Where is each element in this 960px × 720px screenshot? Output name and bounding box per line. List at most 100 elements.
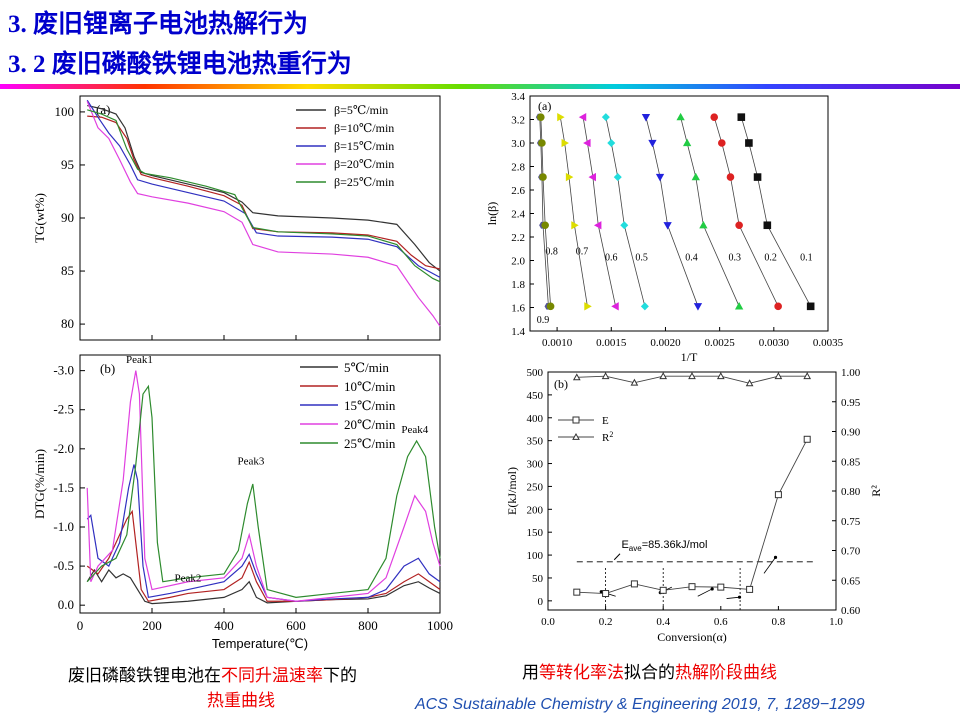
ea-xtick-label: 0.4 [656,616,670,628]
ea-xtick-label: 1.0 [829,616,843,628]
ea-y2tick-label: 0.75 [841,516,861,528]
kas-point [557,113,565,122]
ea-y2tick-label: 0.90 [841,427,861,439]
ea-point [688,583,696,591]
kas-point [735,221,743,230]
dtg-ytick-label: -3.0 [53,363,74,378]
kas-ytick-label: 1.6 [511,303,525,315]
ea-arrow [763,557,776,574]
kas-point [584,302,592,311]
kas-xlabel: 1/T [681,350,698,364]
kas-ytick-label: 2.4 [511,209,525,221]
caption-left-text1: 废旧磷酸铁锂电池在 [68,666,221,686]
ea-legend-marker [572,432,580,440]
ea-point [803,435,811,443]
ea-average-label: Eave=85.36kJ/mol [621,539,707,553]
ea-ytick-label: 350 [527,436,544,448]
kas-ytick-label: 2.2 [511,232,525,244]
ea-y2tick-label: 0.65 [841,575,861,587]
tg-ytick-label: 85 [61,263,74,278]
kas-point [693,303,703,311]
slide-subtitle: 3. 2 废旧磷酸铁锂电池热重行为 [8,51,352,78]
dtg-series-line [86,568,441,605]
kas-ytick-label: 3.4 [511,91,525,103]
dtg-panel-label: (b) [100,361,115,376]
kas-series-label: 0.2 [764,253,777,264]
kas-point [578,113,587,122]
tg-legend-label: β=10℃/min [334,121,394,135]
rainbow-divider [0,84,960,89]
ea-xtick-label: 0.8 [772,616,786,628]
kas-point [699,220,708,229]
kas-point [640,302,649,311]
slide-title: 3. 废旧锂离子电池热解行为 [8,11,309,38]
kas-series-label: 0.1 [800,253,813,264]
ea-plot-frame [547,371,837,611]
caption-right-text2: 拟合的 [624,663,675,683]
dtg-ytick-label: -2.5 [53,402,74,417]
tg-series-line [86,99,441,278]
dtg-ytick-label: -0.5 [53,558,74,573]
dtg-ytick-label: -1.0 [53,519,74,534]
ea-point [630,378,639,386]
kas-series-label: 0.5 [635,253,648,264]
dtg-xtick-label: 800 [358,618,378,633]
ea-legend-marker [572,416,580,424]
kas-ytick-label: 3.0 [511,138,525,150]
dtg-peak-label: Peak2 [175,573,202,585]
kas-point [601,113,610,122]
ea-legend-label: R2 [602,430,613,444]
ea-point [746,585,754,593]
caption-left-text2: 下的 [323,666,357,686]
kas-ytick-label: 3.2 [511,115,525,127]
kas-series-label: 0.4 [685,253,698,264]
kas-ylabel: ln(β) [485,202,499,225]
ea-y2tick-label: 0.95 [841,397,861,409]
kas-series-label: 0.7 [576,247,589,258]
kas-point [676,112,685,121]
kas-point [593,221,602,230]
ea-y2tick-label: 1.00 [841,367,861,379]
ea-ylabel: E(kJ/mol) [505,467,519,515]
kas-point [648,139,657,148]
dtg-ytick-label: 0.0 [58,597,74,612]
ea-y2tick-label: 0.70 [841,546,861,558]
kas-point [682,138,692,147]
ea-arrowhead [710,587,714,591]
dtg-peak-label: Peak3 [238,455,265,467]
kas-series-label: 0.6 [605,253,618,264]
ea-point [659,372,668,380]
caption-right: 用等转化率法拟合的热解阶段曲线 [522,658,777,683]
kas-ytick-label: 1.4 [511,326,525,338]
kas-panel-label: (a) [538,99,551,113]
kas-point [641,114,651,122]
ea-panel-label: (b) [554,377,568,391]
ea-ytick-label: 200 [527,504,544,516]
kas-point [737,113,746,121]
citation: ACS Sustainable Chemistry & Engineering … [415,696,865,713]
ea-ytick-label: 150 [527,527,544,539]
ea-point [688,372,696,380]
ea-ytick-label: 500 [527,367,544,379]
tg-legend-label: β=25℃/min [334,175,394,189]
ea-xlabel: Conversion(α) [657,630,727,644]
kas-point [774,302,782,311]
dtg-xtick-label: 400 [214,618,234,633]
dtg-legend-label: 10℃/min [344,379,396,394]
kas-ytick-label: 2.8 [511,162,525,174]
dtg-series-line [86,370,441,602]
tg-series-line [87,115,441,270]
kas-series-label: 0.8 [545,247,558,258]
tg-series-line [87,109,441,283]
kas-xtick-label: 0.0015 [596,337,627,349]
dtg-ytick-label: -1.5 [53,480,74,495]
kas-series-label: 0.3 [729,253,742,264]
ea-arrow [726,596,740,599]
kas-point [753,173,762,181]
dtg-ytick-label: -2.0 [53,441,74,456]
ea-ytick-label: 400 [527,413,544,425]
caption-left-highlight2: 热重曲线 [207,691,275,711]
kas-plot-frame [529,95,829,332]
dtg-xtick-label: 1000 [427,618,453,633]
kas-point [571,221,579,230]
